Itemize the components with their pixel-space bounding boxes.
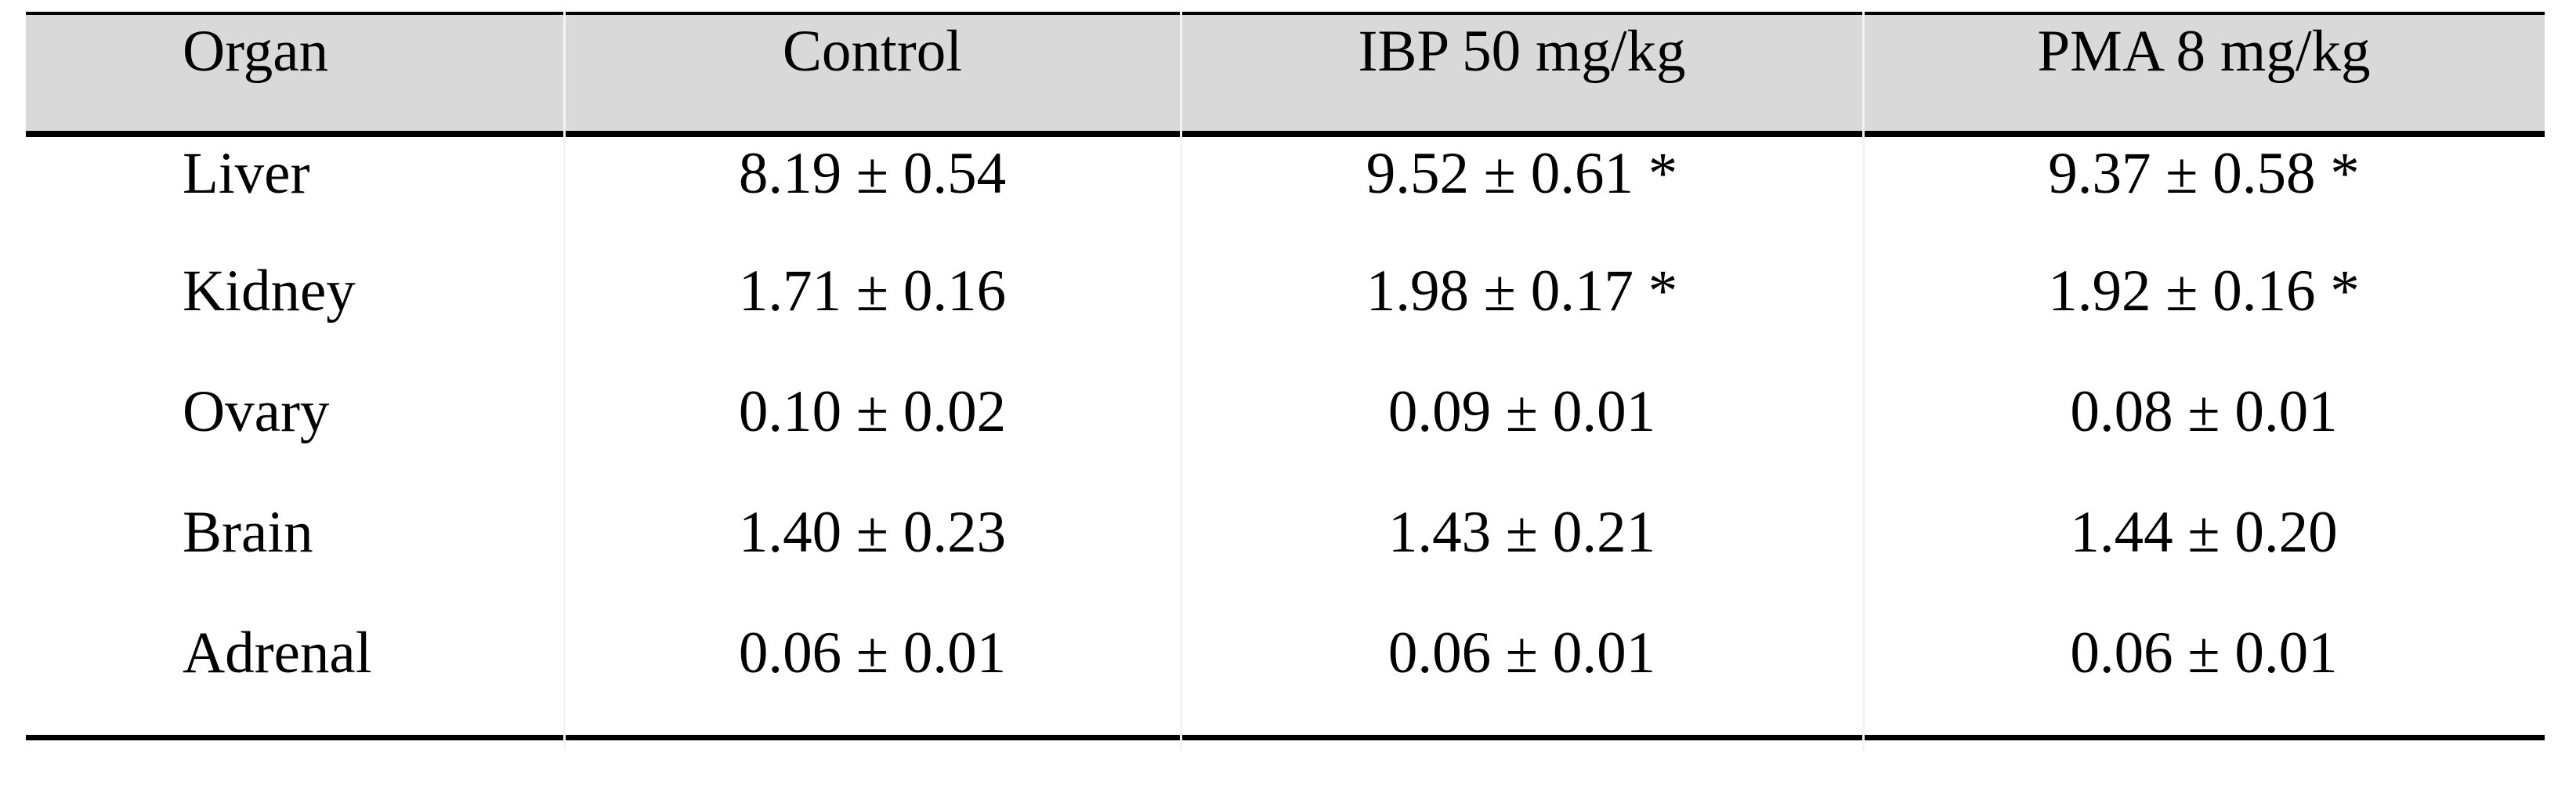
table-cell: 1.98 ± 0.17 * [1366, 259, 1678, 324]
table-cell: 1.43 ± 0.21 [1387, 500, 1656, 565]
table-row-ovary: Ovary 0.10 ± 0.02 0.09 ± 0.01 0.08 ± 0.0… [26, 375, 2545, 496]
table-row-adrenal: Adrenal 0.06 ± 0.01 0.06 ± 0.01 0.06 ± 0… [26, 617, 2545, 737]
table-cell: 1.92 ± 0.16 * [2048, 259, 2360, 324]
table-row-liver: Liver 8.19 ± 0.54 9.52 ± 0.61 * 9.37 ± 0… [26, 134, 2545, 255]
table-cell: 0.06 ± 0.01 [1387, 620, 1656, 686]
table-cell: 1.71 ± 0.16 [738, 259, 1007, 324]
row-label: Brain [183, 500, 313, 565]
table-cell: 0.06 ± 0.01 [2070, 620, 2338, 686]
column-header-organ: Organ [183, 19, 329, 84]
organ-weight-table-figure: Organ Control IBP 50 mg/kg PMA 8 mg/kg L… [26, 12, 2545, 751]
table-cell: 0.10 ± 0.02 [738, 379, 1007, 444]
table-cell: 0.08 ± 0.01 [2070, 379, 2338, 444]
column-separator [1862, 12, 1865, 751]
table-cell: 8.19 ± 0.54 [738, 141, 1007, 206]
table-cell: 9.52 ± 0.61 * [1366, 141, 1678, 206]
row-label: Liver [183, 141, 310, 206]
row-label: Ovary [183, 379, 330, 444]
column-separator [1180, 12, 1182, 751]
organ-weight-table: Organ Control IBP 50 mg/kg PMA 8 mg/kg L… [26, 12, 2545, 740]
table-cell: 0.06 ± 0.01 [738, 620, 1007, 686]
column-header-ibp: IBP 50 mg/kg [1358, 19, 1686, 84]
table-row-brain: Brain 1.40 ± 0.23 1.43 ± 0.21 1.44 ± 0.2… [26, 496, 2545, 617]
row-label: Adrenal [183, 620, 372, 686]
column-header-pma: PMA 8 mg/kg [2037, 19, 2371, 84]
table-cell: 9.37 ± 0.58 * [2048, 141, 2360, 206]
table-cell: 0.09 ± 0.01 [1387, 379, 1656, 444]
table-cell: 1.40 ± 0.23 [738, 500, 1007, 565]
column-header-control: Control [782, 19, 963, 84]
table-cell: 1.44 ± 0.20 [2070, 500, 2338, 565]
table-row-kidney: Kidney 1.71 ± 0.16 1.98 ± 0.17 * 1.92 ± … [26, 255, 2545, 375]
column-separator [563, 12, 566, 751]
row-label: Kidney [183, 259, 356, 324]
header-row: Organ Control IBP 50 mg/kg PMA 8 mg/kg [26, 13, 2545, 134]
